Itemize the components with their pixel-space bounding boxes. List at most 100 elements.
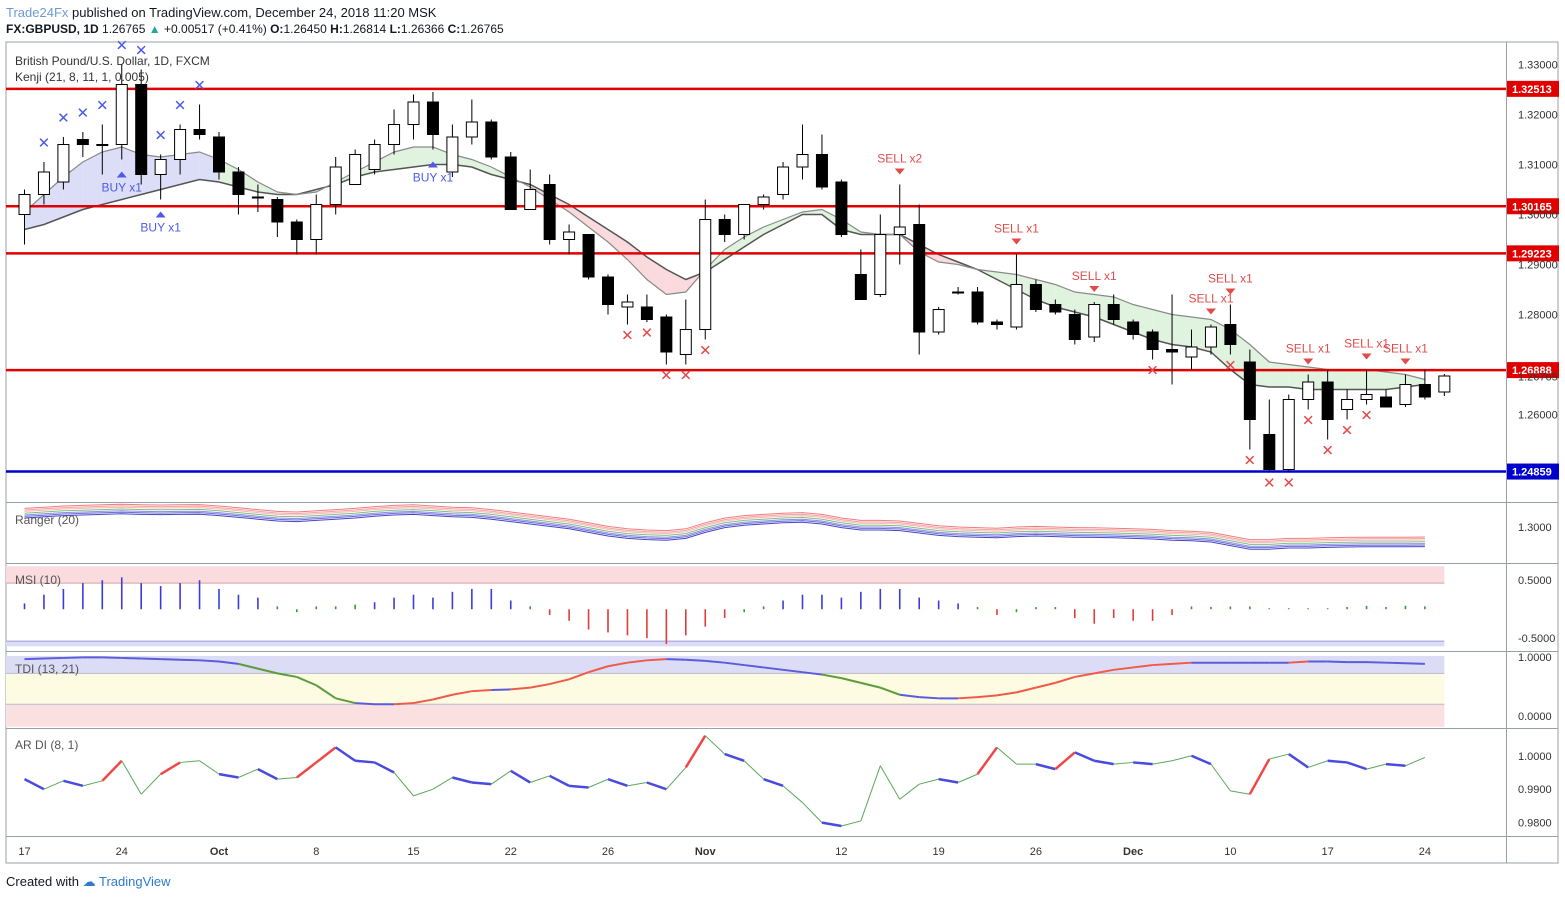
cloud-segment: [1172, 314, 1192, 347]
candle-body[interactable]: [932, 309, 945, 333]
main-pane[interactable]: ✕ ✕ ✕ ✕ ✕ ✕ ✕ ✕ ✕ ✕ ✕ ✕ ✕ ✕ ✕ ✕ ✕ ✕ ✕ ✕ ✕ ✕ ✕ BUY x1 BUY x1 BUY x…: [6, 38, 1506, 493]
candle-body[interactable]: [426, 101, 439, 135]
candle-body[interactable]: [329, 166, 342, 205]
candle-body[interactable]: [1185, 346, 1198, 358]
candle-body[interactable]: [913, 224, 926, 333]
tdi-segment: [724, 661, 745, 667]
candle-body[interactable]: [874, 234, 887, 295]
candle-body[interactable]: [271, 199, 284, 223]
tdi-segment: [1094, 668, 1114, 675]
candle-body[interactable]: [757, 196, 770, 205]
candle-body[interactable]: [1010, 284, 1023, 328]
ardi-segment: [588, 778, 609, 788]
candle-body[interactable]: [76, 139, 89, 145]
candle-body[interactable]: [18, 194, 31, 215]
candle-body[interactable]: [193, 129, 206, 135]
tdi-segment: [899, 693, 920, 699]
tdi-segment: [452, 690, 473, 696]
ranger-band-line: [24, 510, 1425, 547]
tdi-tick-label: 0.0000: [1518, 711, 1552, 723]
tdi-pane[interactable]: [6, 656, 1445, 727]
price-chart[interactable]: ✕ ✕ ✕ ✕ ✕ ✕ ✕ ✕ ✕ ✕ ✕ ✕ ✕ ✕ ✕ ✕ ✕ ✕ ✕ ✕ ✕ ✕ ✕ BUY x1 BUY x1 BUY x…: [0, 0, 1565, 870]
publisher-name[interactable]: Trade24Fx: [6, 5, 69, 20]
ardi-segment: [1152, 760, 1173, 765]
candle-body[interactable]: [952, 291, 965, 294]
candle-body[interactable]: [699, 219, 712, 330]
candle-body[interactable]: [679, 329, 692, 355]
candle-body[interactable]: [310, 204, 323, 240]
msi-pane[interactable]: [6, 566, 1445, 647]
candle-body[interactable]: [971, 291, 984, 323]
candle-body[interactable]: [485, 121, 498, 158]
candle-body[interactable]: [621, 301, 634, 308]
candle-body[interactable]: [368, 144, 381, 170]
candle-body[interactable]: [135, 84, 148, 175]
candle-body[interactable]: [524, 189, 537, 210]
tradingview-link[interactable]: TradingView: [99, 874, 171, 889]
candle-body[interactable]: [1127, 321, 1140, 335]
candle-body[interactable]: [349, 154, 362, 185]
candle-body[interactable]: [290, 221, 303, 240]
ardi-pane[interactable]: [23, 735, 1426, 828]
candle-body[interactable]: [835, 181, 848, 235]
candle-body[interactable]: [1341, 399, 1354, 410]
candle-body[interactable]: [815, 154, 828, 188]
candle-body[interactable]: [1263, 434, 1276, 470]
candle-body[interactable]: [1321, 381, 1334, 420]
candle-body[interactable]: [602, 276, 614, 305]
candle-body[interactable]: [796, 154, 809, 168]
buy-signal-label: BUY x1: [413, 171, 454, 185]
candle-body[interactable]: [251, 196, 264, 199]
candle-body[interactable]: [37, 171, 50, 195]
candle-body[interactable]: [1243, 361, 1256, 420]
candle-body[interactable]: [893, 226, 906, 235]
ardi-segment: [1346, 761, 1367, 771]
candle-body[interactable]: [57, 144, 70, 183]
candle-body[interactable]: [1302, 381, 1315, 400]
tdi-segment: [821, 673, 842, 680]
candle-body[interactable]: [738, 204, 751, 235]
candle-body[interactable]: [563, 231, 576, 240]
candle-body[interactable]: [1438, 375, 1451, 393]
tdi-segment: [666, 658, 686, 661]
candle-body[interactable]: [1029, 284, 1042, 310]
candle-body[interactable]: [718, 219, 731, 235]
ranger-pane[interactable]: [24, 503, 1425, 550]
candle-body[interactable]: [1282, 399, 1295, 470]
tdi-segment: [879, 686, 901, 696]
candle-body[interactable]: [660, 316, 673, 353]
candle-body[interactable]: [407, 101, 420, 125]
candle-body[interactable]: [1166, 349, 1179, 353]
candle-body[interactable]: [1360, 394, 1373, 400]
created-with-text: Created with: [6, 874, 79, 889]
candle-body[interactable]: [991, 321, 1003, 325]
candle-body[interactable]: [115, 84, 128, 145]
candle-body[interactable]: [504, 156, 517, 210]
candle-body[interactable]: [854, 274, 867, 300]
candle-body[interactable]: [232, 171, 245, 195]
candle-body[interactable]: [1399, 384, 1412, 405]
candle-body[interactable]: [1088, 304, 1101, 338]
candle-body[interactable]: [1418, 384, 1431, 398]
candle-body[interactable]: [388, 124, 401, 145]
candle-body[interactable]: [640, 306, 653, 320]
candle-body[interactable]: [465, 121, 478, 138]
candle-body[interactable]: [174, 129, 187, 160]
candle-body[interactable]: [154, 159, 167, 175]
tdi-segment: [1074, 672, 1095, 678]
candle-body[interactable]: [1380, 396, 1392, 408]
candle-body[interactable]: [446, 136, 459, 173]
candle-body[interactable]: [1068, 314, 1081, 340]
candle-body[interactable]: [1224, 324, 1237, 345]
candle-body[interactable]: [1204, 326, 1217, 348]
candle-body[interactable]: [1107, 304, 1120, 320]
candle-body[interactable]: [582, 234, 595, 278]
candle-body[interactable]: [213, 136, 225, 173]
candle-body[interactable]: [543, 184, 556, 240]
ardi-segment: [821, 821, 842, 828]
candle-body[interactable]: [1146, 331, 1159, 350]
candle-body[interactable]: [96, 144, 109, 146]
candle-body[interactable]: [777, 166, 790, 195]
signal-cross-icon: ✕: [135, 43, 148, 60]
candle-body[interactable]: [1049, 304, 1062, 313]
